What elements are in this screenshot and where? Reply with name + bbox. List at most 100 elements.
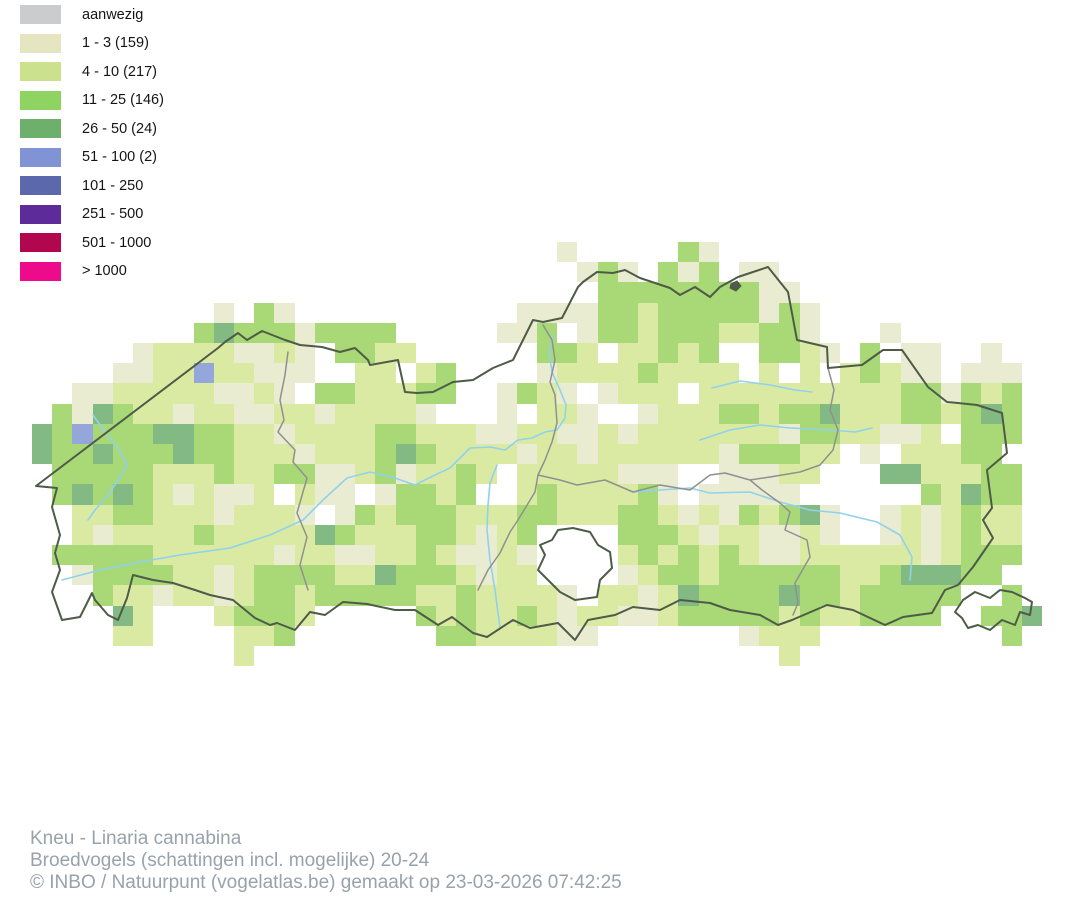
map-cell (981, 565, 1002, 586)
map-cell (153, 484, 174, 505)
map-cell (92, 444, 113, 465)
map-cell (840, 403, 861, 424)
map-cell (294, 444, 315, 465)
map-cell (274, 322, 295, 343)
map-cell (254, 343, 275, 364)
map-cell (920, 504, 941, 525)
map-cell (133, 565, 154, 586)
map-cell (577, 343, 598, 364)
map-cell (718, 282, 739, 303)
map-cell (375, 545, 396, 566)
map-cell (920, 464, 941, 485)
map-cell (254, 363, 275, 384)
map-cell (234, 343, 255, 364)
map-cell (193, 565, 214, 586)
map-cell (981, 524, 1002, 545)
map-cell (880, 524, 901, 545)
map-cell (658, 363, 679, 384)
map-cell (72, 565, 93, 586)
map-cell (112, 585, 133, 606)
map-cell (375, 524, 396, 545)
map-cell (32, 423, 53, 444)
map-cell (133, 524, 154, 545)
map-cell (739, 322, 760, 343)
map-cell (537, 504, 558, 525)
map-cell (436, 464, 457, 485)
map-cell (395, 343, 416, 364)
map-cell (880, 383, 901, 404)
map-cell (476, 444, 497, 465)
map-cell (718, 383, 739, 404)
map-cell (961, 464, 982, 485)
map-cell (274, 343, 295, 364)
map-cell (52, 484, 73, 505)
map-cell (961, 444, 982, 465)
map-cell (759, 444, 780, 465)
map-cell (779, 585, 800, 606)
map-cell (658, 423, 679, 444)
map-cell (294, 343, 315, 364)
map-cell (254, 423, 275, 444)
map-cell (335, 504, 356, 525)
map-cell (213, 403, 234, 424)
map-cell (234, 383, 255, 404)
map-cell (496, 322, 517, 343)
legend-item: aanwezig (20, 5, 164, 24)
map-cell (335, 545, 356, 566)
map-cell (759, 383, 780, 404)
map-cell (799, 625, 820, 646)
map-cell (718, 464, 739, 485)
map-cell (496, 403, 517, 424)
map-cell (880, 504, 901, 525)
map-cell (335, 403, 356, 424)
map-cell (415, 484, 436, 505)
map-cell (213, 343, 234, 364)
map-cell (941, 565, 962, 586)
map-cell (739, 282, 760, 303)
map-cell (941, 383, 962, 404)
legend-swatch (20, 62, 61, 81)
map-cell (900, 585, 921, 606)
map-cell (173, 403, 194, 424)
map-cell (739, 625, 760, 646)
map-cell (456, 423, 477, 444)
map-cell (779, 322, 800, 343)
map-cell (698, 484, 719, 505)
map-cell (436, 484, 457, 505)
map-cell (638, 484, 659, 505)
map-cell (496, 383, 517, 404)
map-cell (638, 343, 659, 364)
map-cell (294, 524, 315, 545)
map-cell (456, 585, 477, 606)
map-cell (779, 625, 800, 646)
map-cell (112, 423, 133, 444)
map-cell (698, 524, 719, 545)
map-cell (698, 565, 719, 586)
map-cell (294, 363, 315, 384)
map-cell (133, 423, 154, 444)
map-cell (557, 585, 578, 606)
legend-label: 1 - 3 (159) (82, 35, 149, 51)
map-cell (920, 524, 941, 545)
legend-label: 51 - 100 (2) (82, 149, 157, 165)
map-cell (476, 585, 497, 606)
map-cell (860, 585, 881, 606)
map-cell (900, 343, 921, 364)
map-cell (254, 504, 275, 525)
map-cell (577, 363, 598, 384)
map-cell (759, 605, 780, 626)
map-cell (436, 444, 457, 465)
map-cell (72, 444, 93, 465)
map-cell (577, 302, 598, 323)
map-cell (537, 464, 558, 485)
map-cell (678, 585, 699, 606)
map-cell (779, 545, 800, 566)
map-cell (617, 585, 638, 606)
map-cell (314, 423, 335, 444)
map-cell (234, 524, 255, 545)
map-cell (1001, 605, 1022, 626)
map-cell (597, 423, 618, 444)
map-cell (395, 565, 416, 586)
map-cell (395, 423, 416, 444)
map-cell (254, 444, 275, 465)
